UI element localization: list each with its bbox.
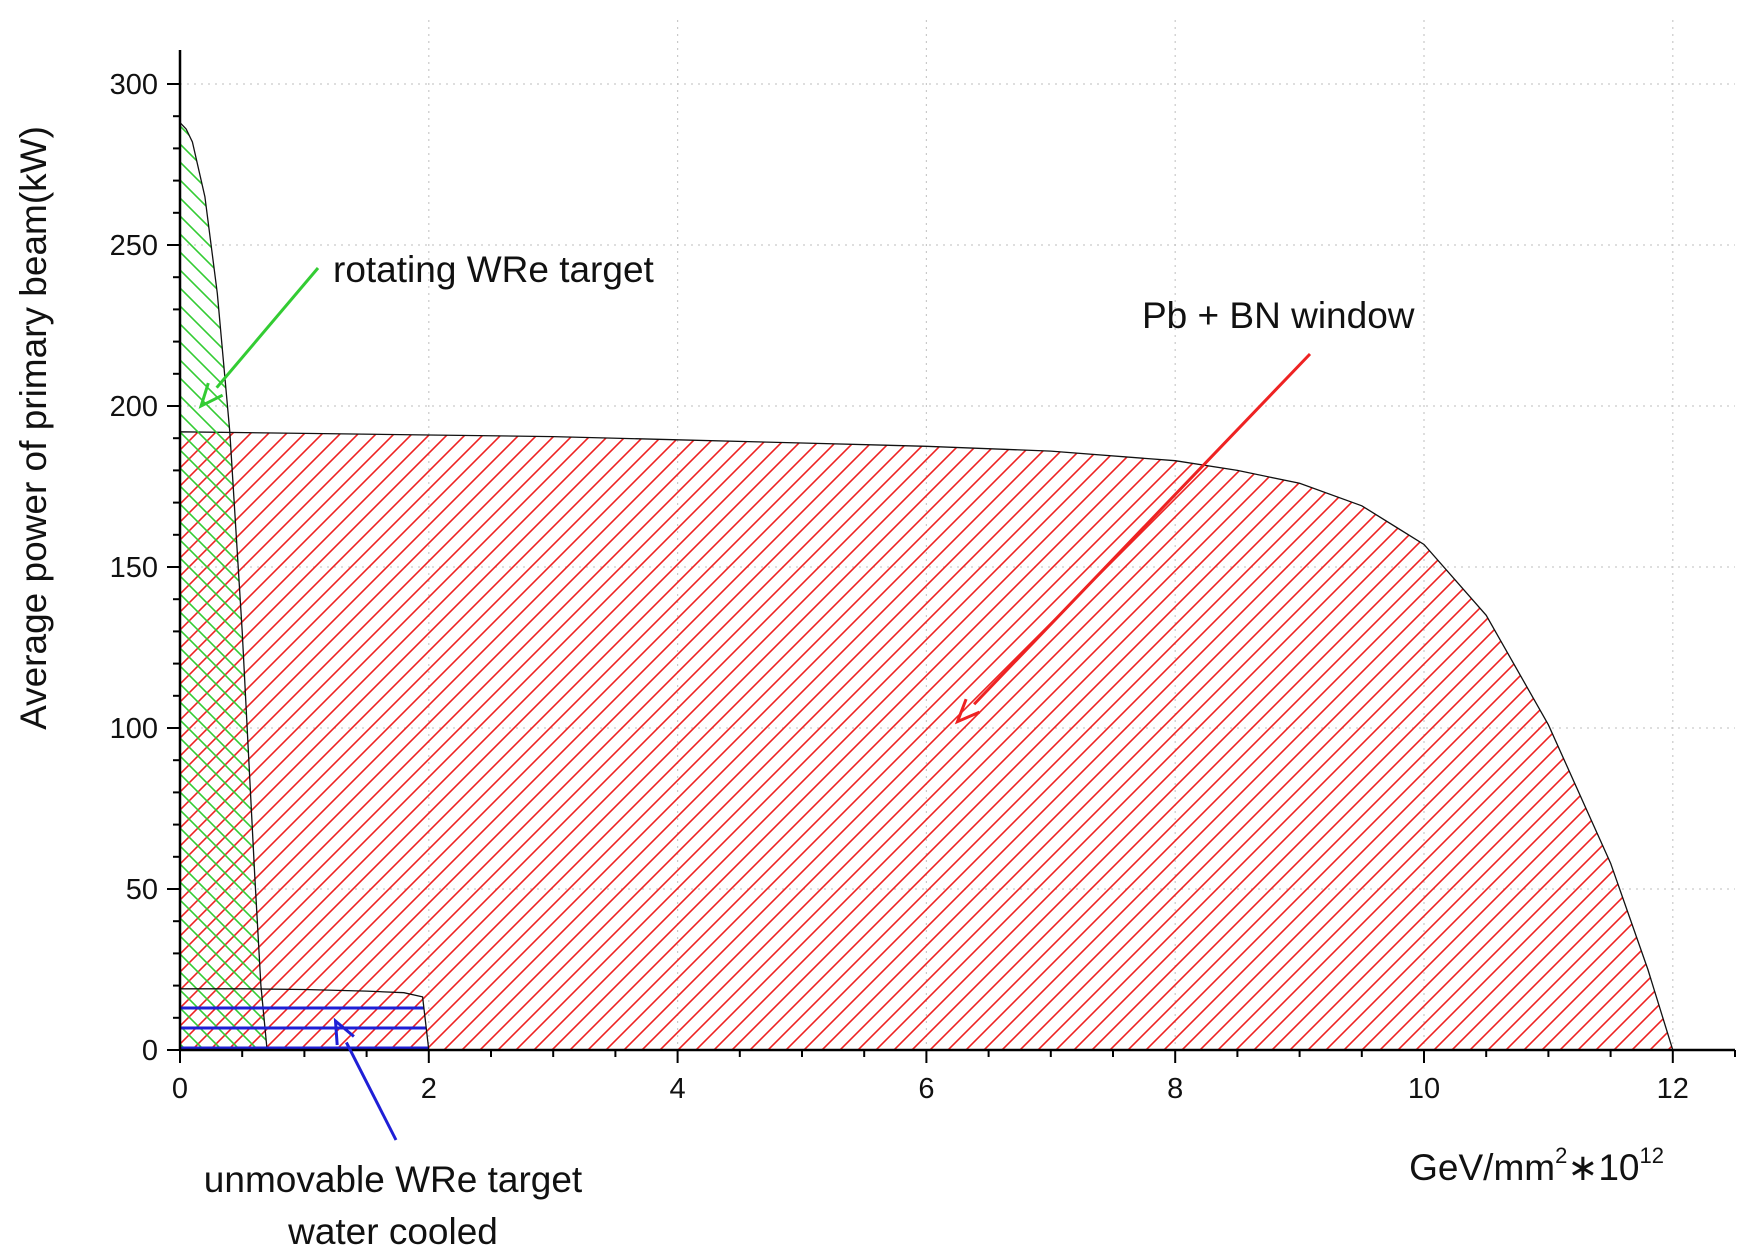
y-tick-label: 300 [110, 69, 158, 101]
x-axis-title-sup2: 12 [1640, 1143, 1664, 1168]
x-tick-label: 4 [670, 1073, 686, 1105]
series-area-2 [179, 988, 430, 1051]
annotation-arrowhead-1 [954, 698, 981, 725]
x-axis-title: GeV/mm2∗1012 [1409, 1143, 1664, 1188]
x-tick-label: 12 [1657, 1073, 1689, 1105]
y-tick-label: 250 [110, 230, 158, 262]
y-tick-label: 50 [126, 874, 158, 906]
axes [167, 50, 1736, 1063]
x-tick-label: 6 [918, 1073, 934, 1105]
x-axis-title-base: GeV/mm [1409, 1147, 1555, 1188]
annotation-arrows [198, 267, 1312, 1141]
y-axis-title: Average power of primary beam(kW) [13, 126, 54, 730]
annotation-arrow-0 [215, 267, 320, 389]
x-tick-label: 8 [1167, 1073, 1183, 1105]
annotation-unmovable-wre-line1: unmovable WRe target [204, 1159, 583, 1200]
annotation-arrowhead-2 [333, 1017, 355, 1046]
y-tick-labels: 0 50 100 150 200 250 300 [110, 69, 158, 1067]
series-areas [179, 120, 1674, 1051]
y-tick-label: 150 [110, 552, 158, 584]
x-tick-label: 0 [172, 1073, 188, 1105]
x-tick-label: 2 [421, 1073, 437, 1105]
annotation-pb-bn: Pb + BN window [1142, 295, 1415, 336]
x-axis-title-mid: ∗10 [1567, 1147, 1639, 1188]
y-tick-label: 0 [142, 1035, 158, 1067]
series-area-0 [179, 431, 1674, 1051]
y-tick-label: 100 [110, 713, 158, 745]
y-tick-label: 200 [110, 391, 158, 423]
x-axis-title-sup1: 2 [1555, 1143, 1567, 1168]
annotation-arrowhead-0 [198, 382, 224, 409]
x-tick-labels: 0 2 4 6 8 10 12 [172, 1073, 1689, 1105]
annotation-arrow-1 [973, 352, 1312, 706]
annotation-unmovable-wre-line2: water cooled [287, 1211, 498, 1252]
x-tick-label: 10 [1408, 1073, 1440, 1105]
annotation-arrow-2 [345, 1041, 398, 1141]
annotation-rotating-wre: rotating WRe target [333, 249, 655, 290]
